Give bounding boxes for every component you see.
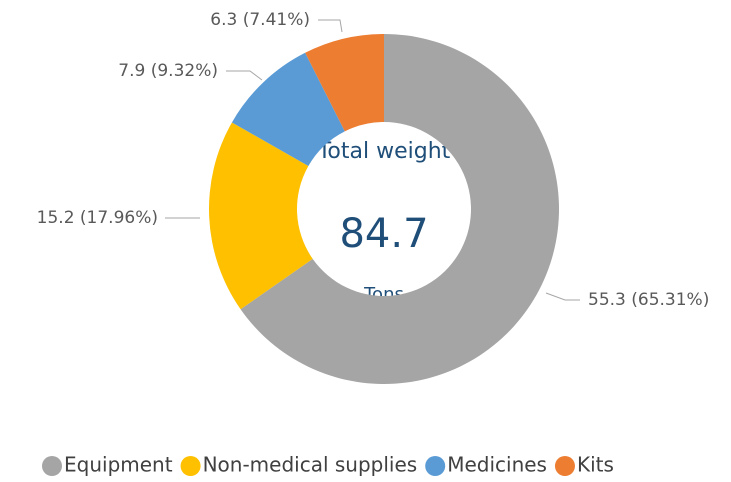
legend-marker bbox=[180, 456, 201, 476]
legend-label: Equipment bbox=[64, 453, 173, 477]
donut-segment bbox=[231, 52, 345, 166]
data-label: 7.9 (9.32%) bbox=[118, 61, 218, 81]
leader-line bbox=[226, 70, 263, 81]
data-label: 15.2 (17.96%) bbox=[37, 208, 158, 228]
legend-marker bbox=[42, 456, 62, 476]
legend-marker bbox=[425, 456, 446, 476]
leader-line bbox=[545, 292, 580, 301]
donut-segment bbox=[305, 34, 384, 132]
legend-label: Non-medical supplies bbox=[203, 453, 418, 477]
center-value: 84.7 bbox=[339, 211, 428, 257]
data-label: 6.3 (7.41%) bbox=[210, 10, 310, 30]
legend-marker bbox=[554, 456, 575, 476]
donut-segment bbox=[240, 34, 559, 384]
legend-label: Medicines bbox=[447, 453, 547, 477]
leader-line bbox=[318, 19, 343, 33]
legend-label: Kits bbox=[577, 453, 614, 477]
center-title: Total weight bbox=[317, 139, 451, 164]
donut-segment bbox=[209, 122, 313, 310]
data-label: 55.3 (65.31%) bbox=[588, 290, 709, 310]
